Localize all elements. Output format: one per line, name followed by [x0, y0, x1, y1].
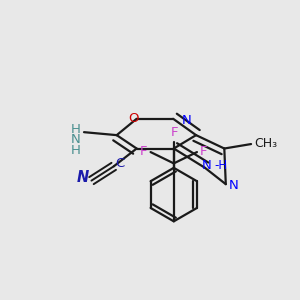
Text: C: C	[116, 157, 125, 170]
Text: CH₃: CH₃	[255, 137, 278, 150]
Text: N: N	[182, 114, 191, 127]
Text: H: H	[70, 143, 80, 157]
Text: N: N	[71, 133, 80, 146]
Text: H: H	[70, 123, 80, 136]
Text: N: N	[229, 179, 238, 192]
Text: N: N	[76, 170, 88, 185]
Text: O: O	[128, 112, 138, 125]
Text: N: N	[202, 159, 211, 172]
Text: F: F	[171, 126, 178, 139]
Text: F: F	[200, 145, 207, 158]
Text: F: F	[140, 145, 148, 158]
Text: -H: -H	[215, 159, 228, 172]
